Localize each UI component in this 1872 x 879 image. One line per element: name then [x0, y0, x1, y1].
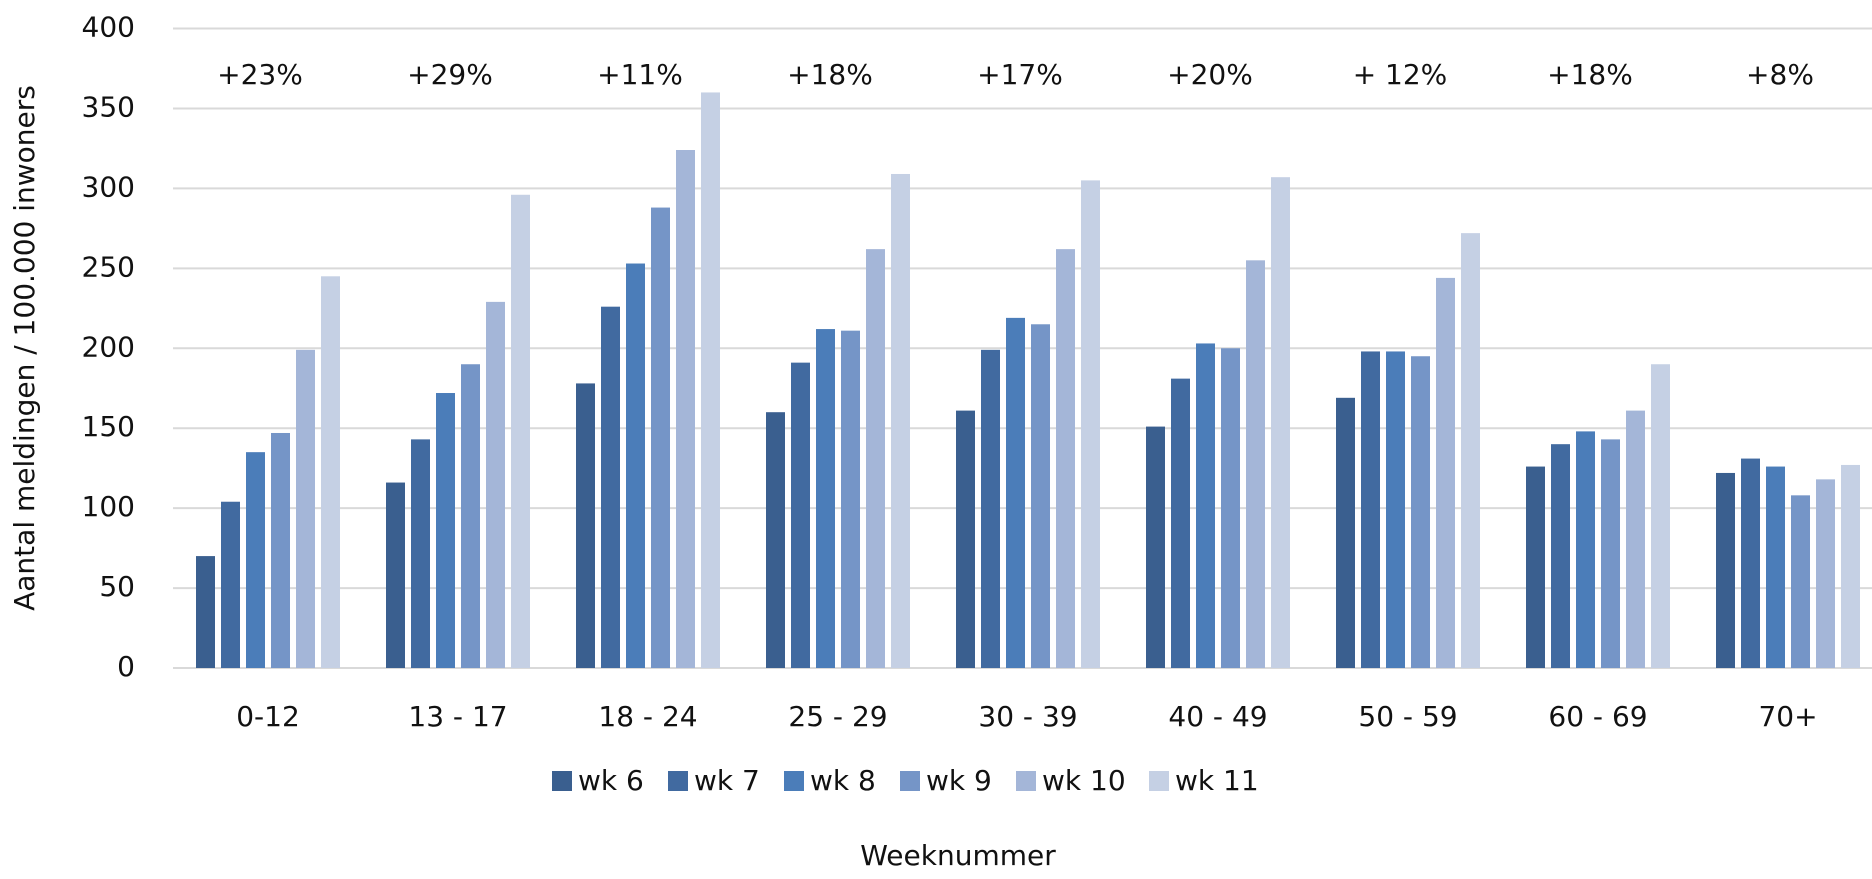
y-tick-label: 0 [117, 650, 135, 683]
bar [676, 150, 695, 668]
bar [891, 173, 910, 668]
y-tick-label: 150 [82, 410, 135, 443]
y-tick-label: 250 [82, 250, 135, 283]
x-tick-label: 18 - 24 [598, 700, 697, 733]
legend-label: wk 8 [810, 764, 876, 797]
x-tick-label: 60 - 69 [1548, 700, 1647, 733]
annotation: +29% [407, 58, 493, 91]
y-tick-label: 50 [99, 570, 135, 603]
y-tick-label: 400 [82, 11, 135, 44]
bar [1006, 317, 1025, 668]
bar [411, 439, 430, 668]
x-tick-label: 13 - 17 [408, 700, 507, 733]
bar [486, 301, 505, 668]
annotation: +23% [217, 58, 303, 91]
legend-swatch [1149, 771, 1169, 791]
bar [576, 383, 595, 668]
bar [651, 207, 670, 668]
legend-swatch [900, 771, 920, 791]
legend-label: wk 11 [1175, 764, 1259, 797]
bar [1056, 249, 1075, 668]
bar [1816, 479, 1835, 668]
bar [1526, 466, 1545, 668]
bar [956, 410, 975, 668]
bar [866, 249, 885, 668]
bar [1651, 364, 1670, 668]
bar [511, 194, 530, 668]
bar [246, 452, 265, 668]
annotation: + 12% [1353, 58, 1448, 91]
annotation: +20% [1167, 58, 1253, 91]
x-tick-label: 30 - 39 [978, 700, 1077, 733]
y-tick-label: 200 [82, 330, 135, 363]
bar [1031, 324, 1050, 668]
bar [791, 362, 810, 668]
y-axis-title: Aantal meldingen / 100.000 inwoners [8, 85, 41, 611]
bar [601, 306, 620, 668]
bar [1271, 177, 1290, 668]
annotation: +18% [787, 58, 873, 91]
bar [626, 263, 645, 668]
bar [1741, 458, 1760, 668]
bar [1626, 410, 1645, 668]
annotation: +11% [597, 58, 683, 91]
bar [1791, 495, 1810, 668]
bar [1221, 348, 1240, 668]
bar [766, 412, 785, 668]
bar [701, 92, 720, 668]
bar [1576, 431, 1595, 668]
annotation: +18% [1547, 58, 1633, 91]
bar [1361, 351, 1380, 668]
x-tick-label: 70+ [1758, 700, 1817, 733]
bar [1601, 439, 1620, 668]
bar [436, 393, 455, 668]
bar [1146, 426, 1165, 668]
x-axis-title: Weeknummer [860, 839, 1056, 872]
y-tick-label: 300 [82, 170, 135, 203]
bar [1081, 180, 1100, 668]
bar [1551, 444, 1570, 668]
bar [296, 349, 315, 668]
x-tick-label: 50 - 59 [1358, 700, 1457, 733]
legend-swatch [552, 771, 572, 791]
bar [1841, 464, 1860, 668]
legend-swatch [668, 771, 688, 791]
y-tick-label: 100 [82, 490, 135, 523]
bar [196, 556, 215, 668]
legend-label: wk 6 [578, 764, 644, 797]
x-tick-label: 0-12 [236, 700, 300, 733]
bar [1171, 378, 1190, 668]
legend-label: wk 7 [694, 764, 760, 797]
bar [221, 501, 240, 668]
legend-swatch [784, 771, 804, 791]
bar [271, 432, 290, 668]
bar [816, 329, 835, 668]
bar [1411, 356, 1430, 668]
bar [1336, 397, 1355, 668]
bar [1461, 233, 1480, 668]
x-tick-label: 40 - 49 [1168, 700, 1267, 733]
bar [1436, 277, 1455, 668]
bar [841, 330, 860, 668]
x-tick-label: 25 - 29 [788, 700, 887, 733]
bar [1246, 260, 1265, 668]
bar [386, 482, 405, 668]
legend-swatch [1016, 771, 1036, 791]
legend-label: wk 10 [1042, 764, 1126, 797]
legend-label: wk 9 [926, 764, 992, 797]
bar [981, 349, 1000, 668]
bar [1716, 472, 1735, 668]
annotation: +17% [977, 58, 1063, 91]
bar [1766, 466, 1785, 668]
bar [461, 364, 480, 668]
legend: wk 6 wk 7 wk 8 wk 9 wk 10 wk 11 [552, 764, 1259, 797]
bar [321, 276, 340, 668]
bar [1386, 351, 1405, 668]
y-tick-label: 350 [82, 90, 135, 123]
annotation: +8% [1746, 58, 1814, 91]
bar [1196, 343, 1215, 668]
